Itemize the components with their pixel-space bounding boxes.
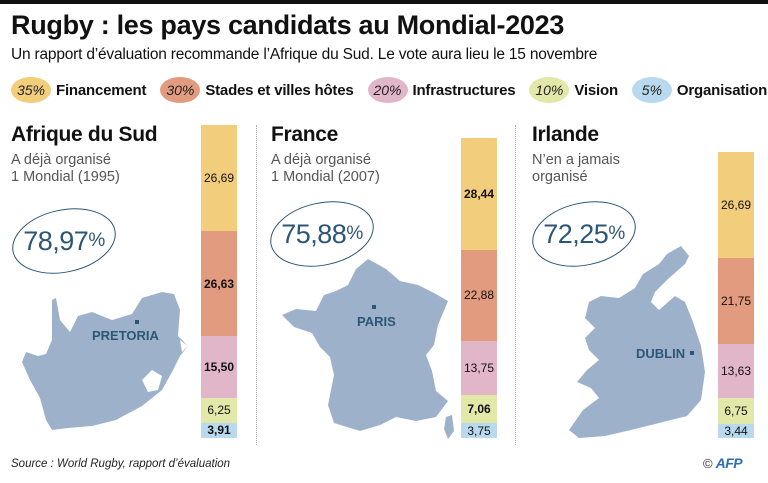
- data-label: 7,06: [467, 402, 491, 417]
- bar-segment: 26,69: [718, 151, 754, 258]
- score-value: 72,25%: [543, 218, 625, 249]
- legend-item-infrastructures: 20% Infrastructures: [367, 77, 516, 103]
- data-label: 28,44: [463, 186, 495, 201]
- bar-segment: 7,06: [461, 395, 497, 424]
- copyright-icon: ©: [703, 455, 713, 471]
- credit: © AFP: [703, 455, 743, 471]
- bar-segment: 15,50: [201, 336, 237, 398]
- bar-segment: 22,88: [461, 250, 497, 341]
- country-note-line: 1 Mondial (2007): [271, 169, 380, 185]
- score-ellipse: [532, 201, 636, 267]
- score-badge: 75,88%: [268, 200, 376, 268]
- legend-label: Stades et villes hôtes: [205, 81, 354, 99]
- score-ellipse: [12, 208, 116, 274]
- legend-label: Infrastructures: [412, 81, 516, 99]
- legend-item-financement: 35% Financement: [11, 77, 147, 103]
- panel-divider: [515, 125, 516, 445]
- legend-weight: 35%: [11, 77, 51, 103]
- data-label: 13,63: [720, 363, 752, 378]
- data-label: 22,88: [463, 288, 495, 303]
- page-title: Rugby : les pays candidats au Mondial-20…: [11, 10, 565, 40]
- capital-label: PARIS: [357, 314, 396, 329]
- country-note-line: N’en a jamais: [532, 152, 620, 168]
- legend-label: Vision: [574, 81, 618, 99]
- source-note: Source : World Rugby, rapport d’évaluati…: [11, 458, 231, 470]
- data-label: 21,75: [720, 293, 752, 308]
- map-france: [282, 259, 454, 439]
- data-label: 26,69: [720, 197, 752, 212]
- country-name: Irlande: [532, 123, 599, 146]
- country-note-line: A déjà organisé: [271, 152, 371, 168]
- country-note-line: 1 Mondial (1995): [11, 169, 120, 185]
- legend-item-stades: 30% Stades et villes hôtes: [160, 77, 354, 103]
- bar-segment: 28,44: [461, 137, 497, 251]
- capital-label: PRETORIA: [92, 328, 159, 343]
- stacked-bar: 28,44 22,88 13,75 7,06 3,75: [461, 137, 497, 438]
- afp-logo: AFP: [715, 455, 743, 471]
- score-badge: 72,25%: [530, 200, 638, 268]
- capital-marker: [690, 351, 694, 355]
- bar-segment: 6,75: [718, 397, 754, 425]
- map-ireland: [569, 246, 705, 438]
- data-label: 3,44: [724, 424, 748, 439]
- capital-label: DUBLIN: [636, 346, 686, 361]
- legend-label: Financement: [56, 81, 147, 99]
- country-note-line: organisé: [532, 169, 588, 185]
- legend: 35% Financement 30% Stades et villes hôt…: [11, 77, 768, 103]
- bar-segment: 21,75: [718, 257, 754, 344]
- capital-marker: [372, 305, 376, 309]
- stacked-bar: 26,69 21,75 13,63 6,75 3,44: [718, 151, 754, 438]
- data-label: 6,75: [724, 404, 748, 418]
- country-note: A déjà organisé 1 Mondial (1995): [11, 152, 120, 186]
- bar-segment: 3,91: [201, 422, 237, 438]
- score-badge: 78,97%: [10, 207, 118, 275]
- panel-divider: [256, 125, 257, 445]
- score-value: 75,88%: [281, 218, 363, 249]
- country-note-line: A déjà organisé: [11, 152, 111, 168]
- data-label: 26,63: [203, 276, 235, 291]
- data-label: 15,50: [203, 360, 235, 375]
- country-note: N’en a jamais organisé: [532, 152, 620, 186]
- bar-segment: 3,75: [461, 423, 497, 438]
- country-name: France: [271, 123, 339, 146]
- data-label: 13,75: [463, 360, 495, 375]
- country-note: A déjà organisé 1 Mondial (2007): [271, 152, 380, 186]
- data-label: 3,75: [467, 423, 491, 438]
- legend-label: Organisation: [676, 81, 768, 99]
- data-label: 3,91: [207, 423, 231, 438]
- legend-item-vision: 10% Vision: [529, 77, 618, 103]
- bar-segment: 26,69: [201, 125, 237, 231]
- score-ellipse: [270, 201, 374, 267]
- page-subtitle: Un rapport d’évaluation recommande l’Afr…: [11, 46, 598, 63]
- bar-segment: 6,25: [201, 397, 237, 423]
- data-label: 6,25: [207, 403, 231, 418]
- data-label: 26,69: [203, 171, 235, 186]
- legend-weight: 20%: [367, 77, 408, 103]
- capital-marker: [135, 320, 139, 324]
- stacked-bar: 26,69 26,63 15,50 6,25 3,91: [201, 125, 237, 438]
- legend-item-organisation: 5% Organisation: [631, 77, 768, 103]
- bar-segment: 13,75: [461, 340, 497, 396]
- map-south-africa: [22, 292, 188, 430]
- legend-weight: 5%: [631, 77, 672, 103]
- country-name: Afrique du Sud: [11, 123, 158, 146]
- bar-segment: 26,63: [201, 230, 237, 337]
- score-value: 78,97%: [23, 225, 105, 256]
- top-bar: [0, 0, 768, 4]
- legend-weight: 10%: [529, 77, 570, 103]
- bar-segment: 13,63: [718, 343, 754, 398]
- bar-segment: 3,44: [718, 424, 754, 438]
- legend-weight: 30%: [160, 77, 201, 103]
